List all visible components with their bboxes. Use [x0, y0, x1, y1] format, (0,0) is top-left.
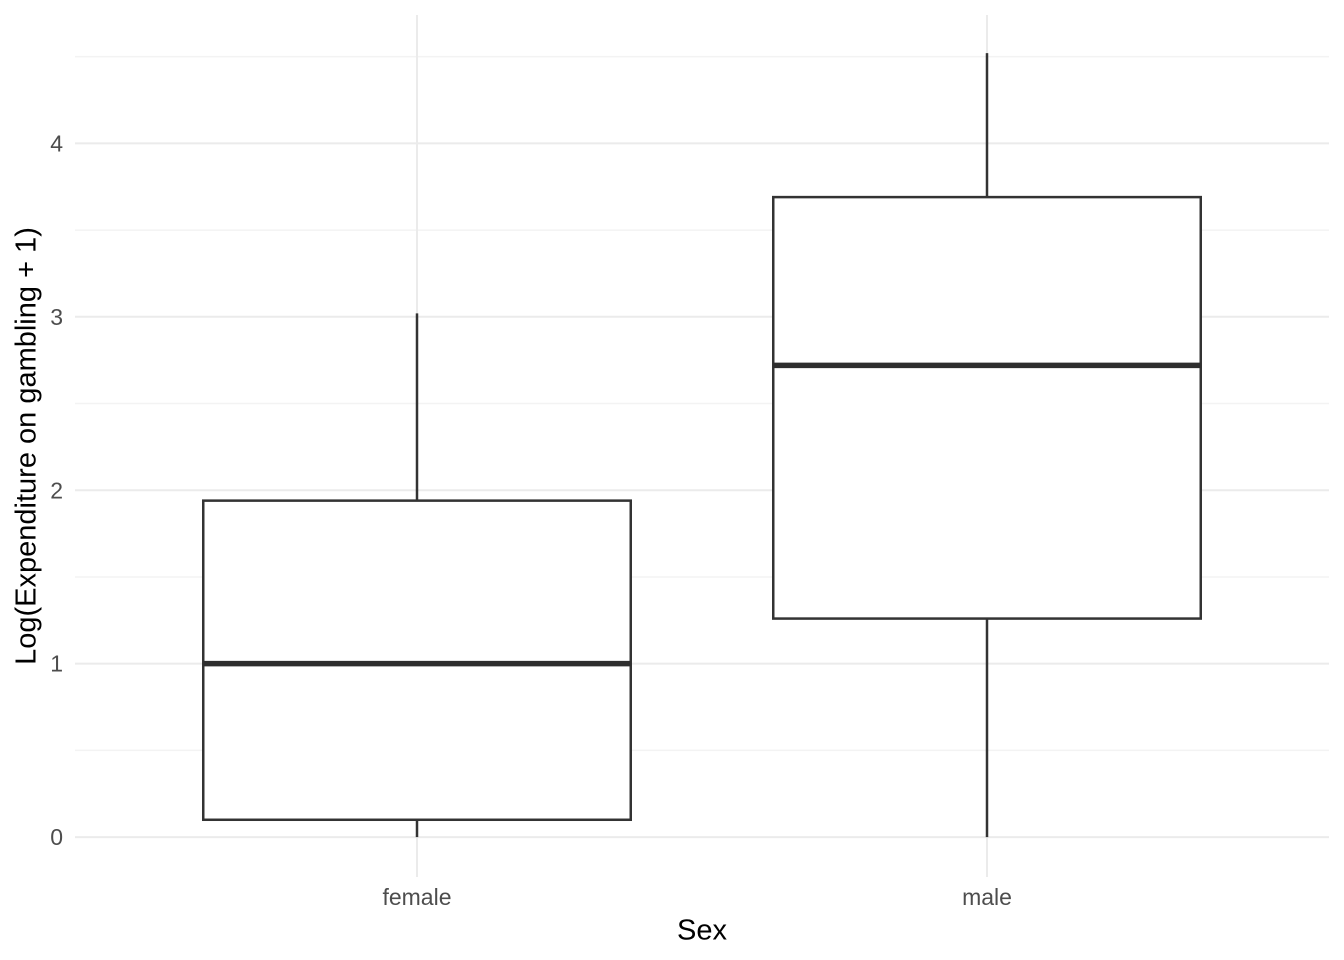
boxplot-female: [202, 313, 632, 838]
y-tick-label: 0: [50, 824, 63, 850]
y-tick-label: 3: [50, 304, 63, 330]
iqr-box-male: [772, 195, 1202, 620]
boxplot-male: [772, 53, 1202, 838]
iqr-box-female: [202, 499, 632, 822]
x-tick-label-male: male: [962, 884, 1012, 910]
x-axis-title: Sex: [677, 914, 727, 947]
x-tick-label-female: female: [382, 884, 451, 910]
y-axis-title: Log(Expenditure on gambling + 1): [10, 227, 43, 665]
y-tick-label: 2: [50, 477, 63, 503]
y-tick-label: 1: [50, 651, 63, 677]
y-tick-label: 4: [50, 130, 63, 156]
